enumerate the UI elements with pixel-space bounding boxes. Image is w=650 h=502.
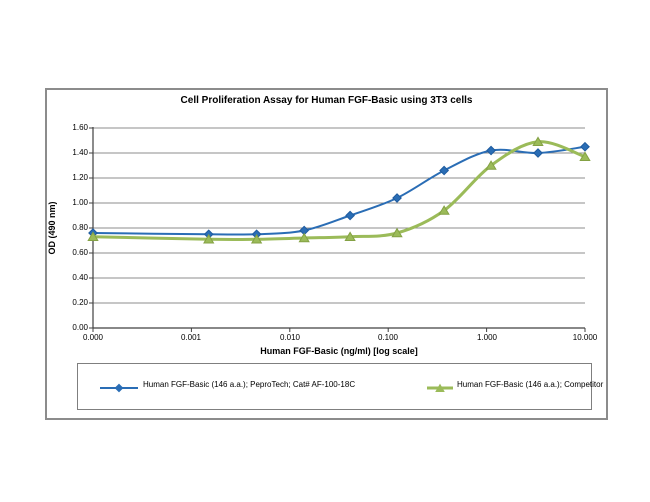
legend-label-competitor: Human FGF-Basic (146 a.a.); Competitor <box>457 380 604 389</box>
y-tick-label: 0.40 <box>72 273 88 282</box>
y-tick-label: 1.00 <box>72 198 88 207</box>
legend-entry-peprotech: Human FGF-Basic (146 a.a.); PeproTech; C… <box>100 380 355 394</box>
x-tick-label: 0.001 <box>180 333 202 342</box>
y-tick-label: 0.80 <box>72 223 88 232</box>
x-tick-label: 10.000 <box>572 333 598 342</box>
line-diamond-icon <box>100 383 138 393</box>
y-tick-label: 0.00 <box>72 323 88 332</box>
legend-label-peprotech: Human FGF-Basic (146 a.a.); PeproTech; C… <box>143 380 356 389</box>
x-tick-label: 1.000 <box>476 333 498 342</box>
y-tick-label: 1.60 <box>72 123 88 132</box>
x-tick-label: 0.000 <box>82 333 104 342</box>
x-tick-label: 0.010 <box>279 333 301 342</box>
x-tick-label: 0.100 <box>377 333 399 342</box>
y-tick-label: 1.20 <box>72 173 88 182</box>
x-axis-title: Human FGF-Basic (ng/ml) [log scale] <box>260 346 418 356</box>
y-tick-label: 0.60 <box>72 248 88 257</box>
diamond-icon <box>114 383 124 393</box>
y-tick-label: 1.40 <box>72 148 88 157</box>
legend-entry-competitor: Human FGF-Basic (146 a.a.); Competitor <box>427 380 603 394</box>
chart-title: Cell Proliferation Assay for Human FGF-B… <box>180 95 473 106</box>
legend-box: Human FGF-Basic (146 a.a.); PeproTech; C… <box>77 363 603 410</box>
triangle-up-icon <box>435 383 445 392</box>
y-tick-label: 0.20 <box>72 298 88 307</box>
line-triangle-icon <box>427 383 453 392</box>
